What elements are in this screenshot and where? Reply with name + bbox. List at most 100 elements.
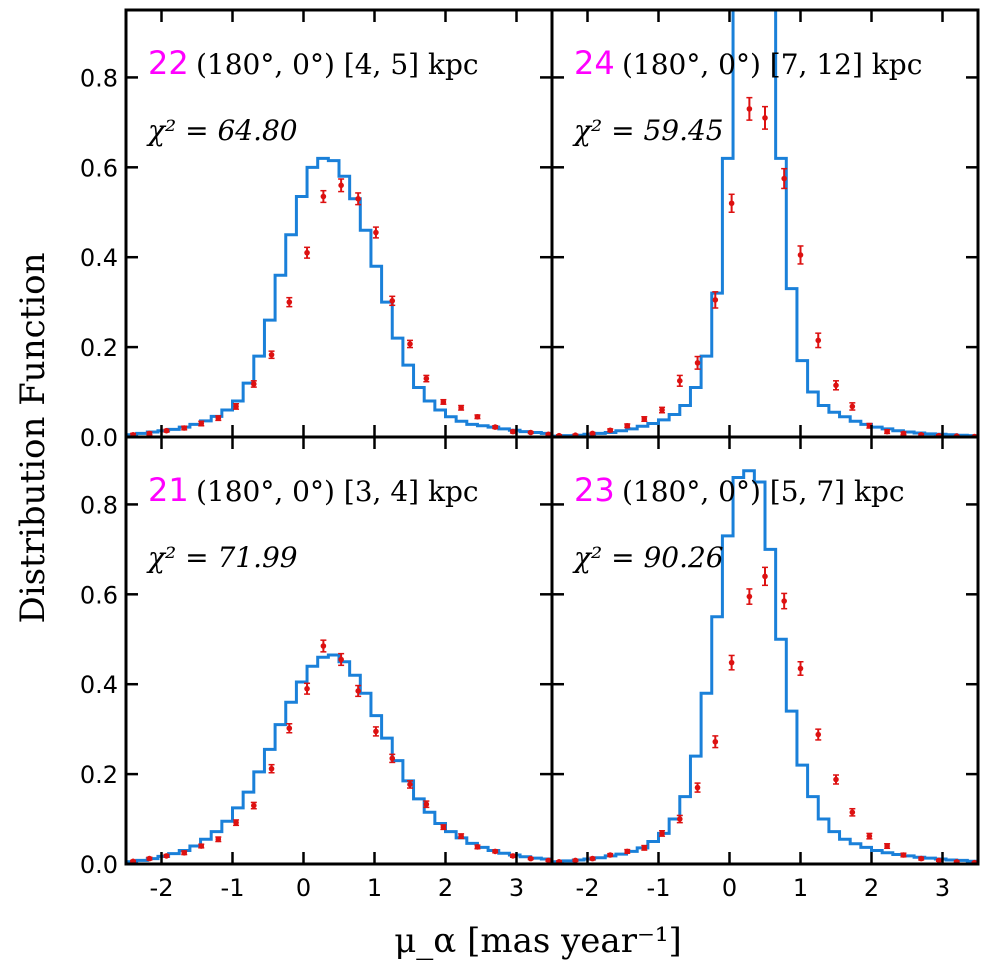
data-point-22-3 [181,425,188,431]
data-point-21-12 [338,652,345,667]
data-point-21-22 [509,853,516,859]
x-tick-label: -1 [647,874,671,902]
y-axis-title: Distribution Function [13,252,53,623]
data-point-22-22 [509,428,516,435]
x-tick-label: -1 [221,874,245,902]
panel-22: 0.0 0.2 0.4 0.6 0.8 22 (180°, 0°) [4, 5] kpc χ²… [80,8,554,452]
data-point-21-8 [268,763,275,774]
data-point-22-1 [146,430,153,437]
x-tick-label: 0 [722,874,737,902]
data-point-24-8 [694,355,701,370]
data-point-22-20 [474,413,481,420]
x-tick-label: 2 [864,874,879,902]
data-point-23-17 [849,807,856,817]
model-histogram-22 [126,156,552,437]
data-point-23-3 [607,852,614,858]
data-point-23-8 [694,782,701,793]
data-point-21-13 [355,684,362,698]
data-point-22-7 [250,380,257,388]
panel-description: (180°, 0°) [5, 7] kpc [622,475,905,508]
data-point-23-10 [728,654,735,671]
data-point-21-15 [389,753,396,764]
data-point-21-14 [372,726,379,737]
data-point-21-5 [215,836,222,843]
data-point-21-21 [492,848,499,855]
data-point-24-10 [728,193,735,214]
data-point-21-24 [545,857,552,864]
data-point-21-10 [304,682,311,695]
panel-id-label: 22 [148,44,189,82]
data-point-22-8 [268,350,275,360]
data-point-22-21 [492,424,499,430]
data-point-22-4 [198,420,205,427]
data-point-23-21 [918,855,925,862]
data-point-23-16 [833,774,839,785]
data-point-23-19 [884,843,891,850]
panel-chi2: χ² = 90.26 [572,541,724,574]
data-point-22-18 [440,398,447,405]
panel-chi2: χ² = 64.80 [146,114,298,147]
data-point-21-9 [286,723,293,734]
panel-chi2: χ² = 71.99 [146,541,298,574]
panel-id-label: 21 [148,471,189,509]
data-point-23-11 [746,588,753,605]
data-point-21-4 [198,843,205,849]
data-point-24-5 [641,416,648,423]
x-axis-title: μ_α [mas year⁻¹] [394,921,682,961]
y-tick-label: 0.4 [80,244,118,272]
x-tick-label: -2 [576,874,600,902]
data-point-21-1 [146,855,153,862]
data-point-24-3 [607,427,614,434]
data-point-22-14 [372,226,379,239]
data-point-24-2 [589,430,596,437]
data-point-24-12 [762,105,768,130]
data-point-21-20 [474,844,481,850]
panel-description: (180°, 0°) [3, 4] kpc [196,475,479,508]
data-point-21-3 [181,849,188,856]
y-tick-label: 0.6 [80,581,118,609]
data-point-22-19 [458,404,465,411]
data-point-24-19 [884,428,891,435]
data-point-24-4 [624,422,631,429]
panel-description: (180°, 0°) [4, 5] kpc [196,48,479,81]
data-point-22-16 [407,339,413,349]
data-point-23-5 [641,844,648,851]
y-tick-label: 0.8 [80,64,118,92]
data-point-22-9 [286,296,293,308]
x-tick-label: 2 [438,874,453,902]
data-point-23-18 [866,832,873,840]
data-point-22-12 [338,178,345,193]
data-point-24-16 [833,380,839,391]
model-histogram-21 [126,653,552,864]
data-point-23-15 [815,728,822,741]
data-point-21-16 [407,780,413,789]
y-tick-label: 0.0 [80,851,118,879]
data-point-24-11 [746,96,753,121]
y-tick-label: 0.2 [80,334,118,362]
panel-id-label: 23 [574,471,615,509]
y-tick-label: 0.6 [80,154,118,182]
panel-description: (180°, 0°) [7, 12] kpc [622,48,922,81]
panel-id-label: 24 [574,44,615,82]
data-point-23-20 [900,852,907,858]
data-point-23-2 [589,855,596,862]
data-point-22-15 [389,295,396,307]
data-point-23-22 [935,857,942,864]
data-point-23-12 [762,566,768,587]
data-point-23-4 [624,848,631,855]
data-point-22-11 [320,189,327,204]
x-tick-label: 0 [296,874,311,902]
data-point-21-6 [233,819,240,827]
data-point-23-13 [781,592,788,610]
data-point-21-23 [527,855,534,862]
x-tick-label: 3 [935,874,950,902]
y-tick-label: 0.8 [80,491,118,519]
x-tick-label: 1 [793,874,808,902]
data-point-24-15 [815,332,822,349]
data-point-24-9 [712,291,719,309]
data-point-24-20 [900,430,907,437]
data-point-24-6 [659,406,666,414]
data-point-22-10 [304,246,311,259]
